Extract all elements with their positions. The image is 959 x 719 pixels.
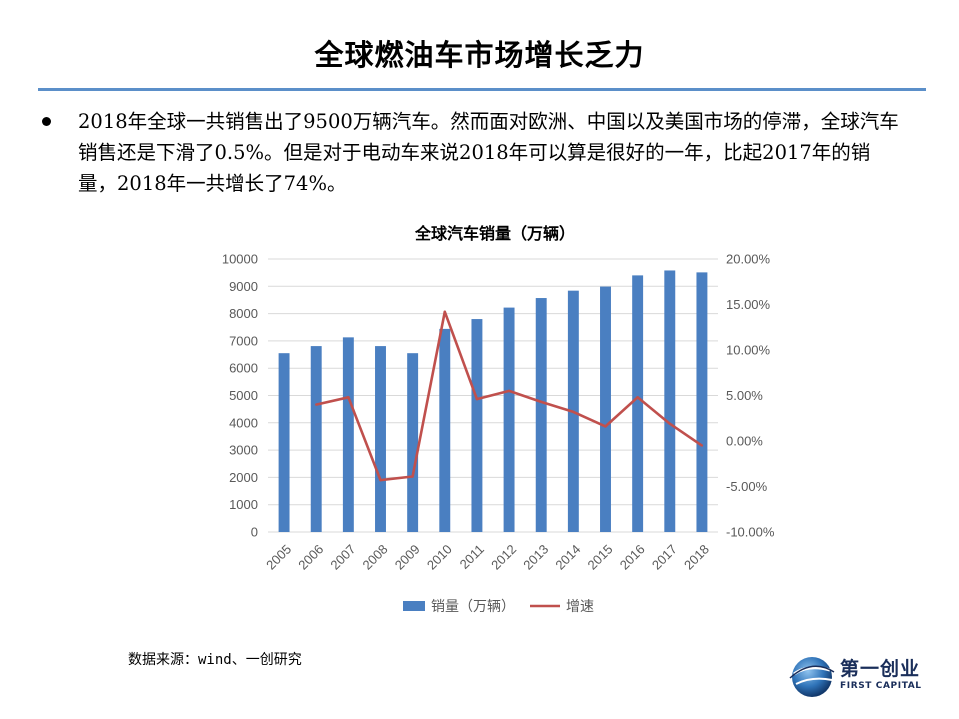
bar-2009 bbox=[407, 353, 419, 532]
x-tick-label: 2011 bbox=[457, 542, 487, 572]
x-tick-label: 2006 bbox=[295, 542, 326, 573]
right-axis-ticks: -10.00% -5.00% 0.00% 5.00% 10.00% 15.00% 20.00… bbox=[726, 252, 775, 540]
growth-point-2007 bbox=[347, 396, 350, 399]
x-tick-label: 2010 bbox=[424, 542, 455, 573]
growth-point-2011 bbox=[475, 397, 479, 401]
legend-bar-label: 销量（万辆） bbox=[431, 599, 515, 615]
right-tick-label: -5.00% bbox=[726, 479, 768, 494]
legend: 销量（万辆） 增速 bbox=[403, 599, 594, 615]
legend-line-label: 增速 bbox=[566, 599, 594, 615]
x-tick-label: 2015 bbox=[585, 542, 616, 573]
left-tick-label: 3000 bbox=[229, 443, 258, 458]
source-note: 数据来源：wind、一创研究 bbox=[128, 652, 302, 668]
bar-2017 bbox=[664, 270, 676, 532]
growth-point-2013 bbox=[540, 400, 543, 404]
bar-2010 bbox=[439, 328, 451, 532]
bullet-text: 2018年全球一共销售出了9500万辆汽车。然而面对欧洲、中国以及美国市场的停滞… bbox=[78, 110, 899, 195]
right-tick-label: 15.00% bbox=[726, 297, 771, 312]
left-tick-label: 8000 bbox=[229, 306, 258, 321]
x-tick-label: 2013 bbox=[520, 542, 551, 573]
left-tick-label: 4000 bbox=[229, 415, 258, 430]
right-tick-label: 20.00% bbox=[726, 252, 771, 267]
logo-text-cn: 第一创业 bbox=[840, 658, 921, 680]
title-divider bbox=[38, 88, 926, 91]
growth-point-2010 bbox=[443, 310, 446, 313]
bar-2018 bbox=[696, 272, 708, 532]
bar-2006 bbox=[310, 346, 322, 532]
growth-point-2016 bbox=[636, 396, 639, 399]
left-tick-label: 6000 bbox=[229, 361, 258, 376]
growth-point-2009 bbox=[411, 475, 414, 478]
left-tick-label: 9000 bbox=[229, 279, 258, 294]
logo: 第一创业 FIRST CAPITAL bbox=[788, 652, 938, 702]
x-tick-label: 2007 bbox=[327, 542, 358, 573]
bar-2007 bbox=[342, 337, 354, 532]
bar-2011 bbox=[471, 319, 483, 532]
x-tick-label: 2016 bbox=[617, 542, 648, 573]
growth-line bbox=[315, 310, 704, 482]
logo-text-en: FIRST CAPITAL bbox=[840, 681, 922, 691]
bar-2008 bbox=[375, 346, 386, 532]
left-tick-label: 2000 bbox=[229, 470, 258, 485]
right-tick-label: 10.00% bbox=[726, 343, 771, 358]
growth-point-2008 bbox=[379, 478, 382, 482]
left-axis-ticks: 0 1000 2000 3000 4000 5000 6000 7000 8000 9000 100… bbox=[222, 252, 258, 540]
chart: 全球汽车销量（万辆） 0 1000 2000 3000 4000 5000 6000 7000… bbox=[190, 212, 800, 632]
right-tick-label: 0.00% bbox=[726, 434, 763, 449]
chart-title: 全球汽车销量（万辆） bbox=[414, 224, 575, 243]
growth-point-2014 bbox=[572, 410, 575, 414]
bullet-icon bbox=[42, 117, 51, 126]
left-tick-label: 10000 bbox=[222, 252, 258, 267]
bar-2013 bbox=[535, 298, 547, 532]
right-tick-label: -10.00% bbox=[726, 525, 775, 540]
right-tick-label: 5.00% bbox=[726, 388, 763, 403]
growth-point-2012 bbox=[507, 389, 511, 393]
x-tick-label: 2005 bbox=[263, 542, 294, 573]
slide-title: 全球燃油车市场增长乏力 bbox=[314, 38, 645, 72]
growth-point-2017 bbox=[668, 422, 671, 425]
x-tick-label: 2014 bbox=[552, 542, 583, 573]
chart-svg: 全球汽车销量（万辆） 0 1000 2000 3000 4000 5000 6000 7000… bbox=[222, 224, 775, 615]
bar-2005 bbox=[278, 353, 290, 532]
x-tick-label: 2009 bbox=[392, 542, 423, 573]
bars bbox=[278, 270, 708, 532]
left-tick-label: 7000 bbox=[229, 333, 258, 348]
left-tick-label: 5000 bbox=[229, 388, 258, 403]
x-tick-label: 2008 bbox=[360, 542, 391, 573]
growth-point-2015 bbox=[604, 425, 607, 428]
x-axis-labels: 2005 2006 2007 2008 2009 2010 2011 2012 2013 2014… bbox=[263, 542, 712, 573]
x-tick-label: 2017 bbox=[649, 542, 680, 573]
bar-2012 bbox=[503, 307, 515, 532]
x-tick-label: 2018 bbox=[681, 542, 712, 573]
legend-bar-swatch bbox=[403, 601, 425, 611]
growth-point-2006 bbox=[315, 403, 318, 406]
bar-2015 bbox=[600, 286, 611, 532]
globe-logo-icon bbox=[789, 657, 835, 697]
bar-2016 bbox=[632, 275, 644, 532]
left-tick-label: 1000 bbox=[229, 497, 258, 512]
growth-point-2018 bbox=[700, 444, 704, 447]
x-tick-label: 2012 bbox=[488, 542, 519, 573]
left-tick-label: 0 bbox=[251, 525, 258, 540]
